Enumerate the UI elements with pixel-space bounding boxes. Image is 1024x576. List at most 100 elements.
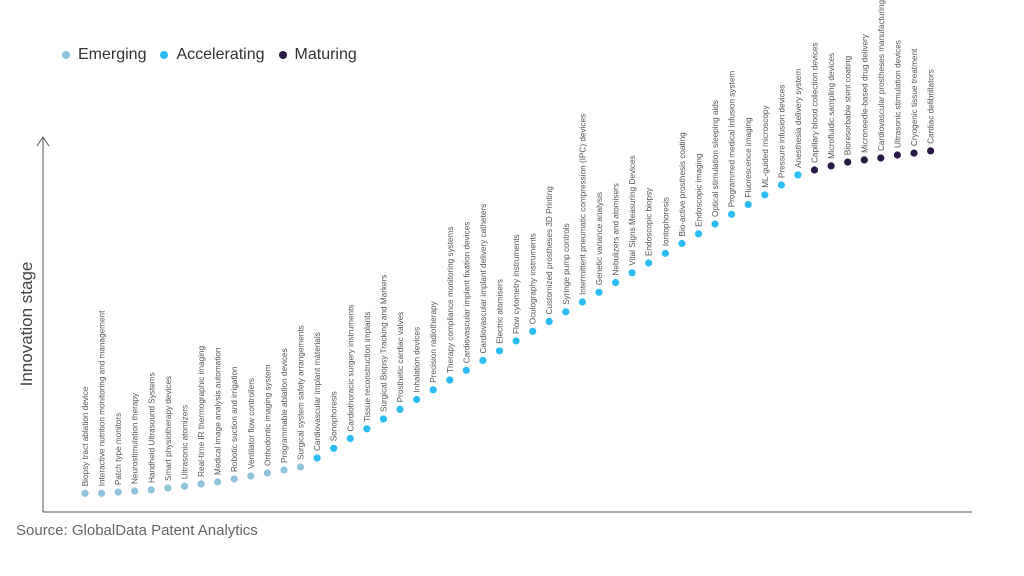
data-point <box>197 480 205 488</box>
data-point <box>247 472 255 480</box>
data-label: Cardiovascular implant fixation devices <box>462 222 471 364</box>
data-point <box>595 288 603 296</box>
data-label: Sonophoresis <box>330 391 339 441</box>
data-point <box>379 415 387 423</box>
data-point <box>562 308 570 316</box>
data-label: Nebulizers and atomisers <box>612 183 621 275</box>
data-label: Ultrasonic atomizers <box>181 405 190 479</box>
data-point <box>694 230 703 238</box>
data-label: Patch type monitors <box>114 413 123 485</box>
data-label: Cryogenic tissue treatment <box>910 48 919 146</box>
data-point <box>877 154 885 162</box>
data-point <box>296 463 305 471</box>
data-point <box>81 489 89 497</box>
data-label: Neurostimulation therapy <box>131 392 140 484</box>
data-point <box>844 158 852 166</box>
data-point <box>313 454 321 462</box>
data-point <box>98 489 106 497</box>
data-point <box>512 337 520 345</box>
data-label: Microneedle-based drug delivery <box>860 33 869 153</box>
data-point <box>396 405 404 413</box>
data-point <box>827 162 835 170</box>
data-label: Prosthetic cardiac valves <box>396 312 405 403</box>
data-label: Endoscopic imaging <box>695 153 704 227</box>
data-point <box>744 200 752 209</box>
data-label: Customized prostheses 3D Printing <box>545 186 554 315</box>
source-note: Source: GlobalData Patent Analytics <box>16 522 258 539</box>
data-label: Programmable ablation devices <box>280 348 289 463</box>
data-point <box>495 347 504 355</box>
data-point <box>761 191 769 199</box>
data-label: Tissue reconstruction implants <box>363 312 372 422</box>
data-point <box>645 259 653 267</box>
data-label: Electric atomisers <box>496 279 505 344</box>
data-label: Optical stimulation sleeping aids <box>711 100 720 217</box>
data-label: Genetic variance analysis <box>595 192 604 285</box>
data-label: Biopsy tract ablation device <box>81 386 90 486</box>
legend-item-emerging: Emerging <box>62 46 146 64</box>
data-label: Endoscopic biopsy <box>645 187 654 256</box>
data-point <box>346 434 354 443</box>
data-label: Anesthesia delivery system <box>794 69 803 168</box>
data-label: Microfluidic sampling devices <box>827 53 836 159</box>
data-label: Robotic suction and irrigation <box>230 366 239 472</box>
data-label: Smart physiotherapy devices <box>164 376 173 481</box>
data-point <box>578 298 587 306</box>
data-label: Cardiovascular implant materials <box>313 332 322 451</box>
data-point <box>131 487 139 495</box>
data-label: Orthodontic imaging system <box>263 364 272 466</box>
legend-item-maturing: Maturing <box>278 46 357 64</box>
data-label: Medical image analysis automation <box>214 347 223 475</box>
legend: Emerging Accelerating Maturing <box>62 46 357 64</box>
data-label: Cardiothoracic surgery instruments <box>346 305 355 432</box>
data-label: Cardiovascular prostheses manufacturing <box>877 0 886 151</box>
data-label: Cardiac defibrillators <box>927 69 936 144</box>
data-point <box>810 166 819 174</box>
data-point <box>214 478 222 486</box>
data-point <box>545 317 553 326</box>
data-point <box>413 395 421 404</box>
data-point <box>429 386 437 394</box>
data-label: Vital Signs Measuring Devices <box>628 155 637 265</box>
data-point <box>479 356 487 365</box>
data-label: Capillary blood collection devices <box>811 42 820 163</box>
data-label: Inhalation devices <box>413 327 422 393</box>
data-label: Pressure infusion devices <box>777 85 786 178</box>
legend-label: Emerging <box>78 46 147 63</box>
data-point <box>893 151 902 159</box>
data-point <box>114 488 122 496</box>
data-label: Bioresorbable stent coating <box>844 55 853 155</box>
legend-marker <box>278 51 287 59</box>
data-point <box>711 220 719 228</box>
data-point <box>363 425 371 433</box>
data-point <box>147 486 155 494</box>
data-label: ML-guided microscopy <box>761 105 770 188</box>
data-point <box>280 466 288 474</box>
data-point <box>462 366 470 374</box>
data-point <box>910 149 918 157</box>
data-point <box>728 210 736 218</box>
data-label: Fluorescence imaging <box>744 117 753 198</box>
data-label: Handheld Ultrasound Systems <box>147 372 156 483</box>
data-point <box>330 444 338 452</box>
data-point <box>263 469 271 477</box>
data-point <box>777 181 786 189</box>
data-point <box>529 327 537 335</box>
data-point <box>628 269 636 277</box>
data-label: Bio-active prosthesis coating <box>678 132 687 237</box>
legend-marker <box>62 51 70 59</box>
data-label: Surgical system safety arrangements <box>297 325 306 460</box>
data-point <box>661 249 669 257</box>
data-point <box>180 482 189 490</box>
y-axis-label: Innovation stage <box>17 262 36 387</box>
data-point <box>446 376 454 384</box>
data-point <box>678 239 686 248</box>
data-label: Interactive nutrition monitoring and man… <box>98 310 107 486</box>
data-point <box>794 171 802 179</box>
y-axis-arrow <box>36 136 50 147</box>
data-label: Oculography instruments <box>529 233 538 324</box>
data-label: Surgical Biopsy Tracking and Markers <box>379 275 388 412</box>
data-label: Flow cytometry instruments <box>512 234 521 334</box>
data-label: Syringe pump controls <box>562 223 571 304</box>
